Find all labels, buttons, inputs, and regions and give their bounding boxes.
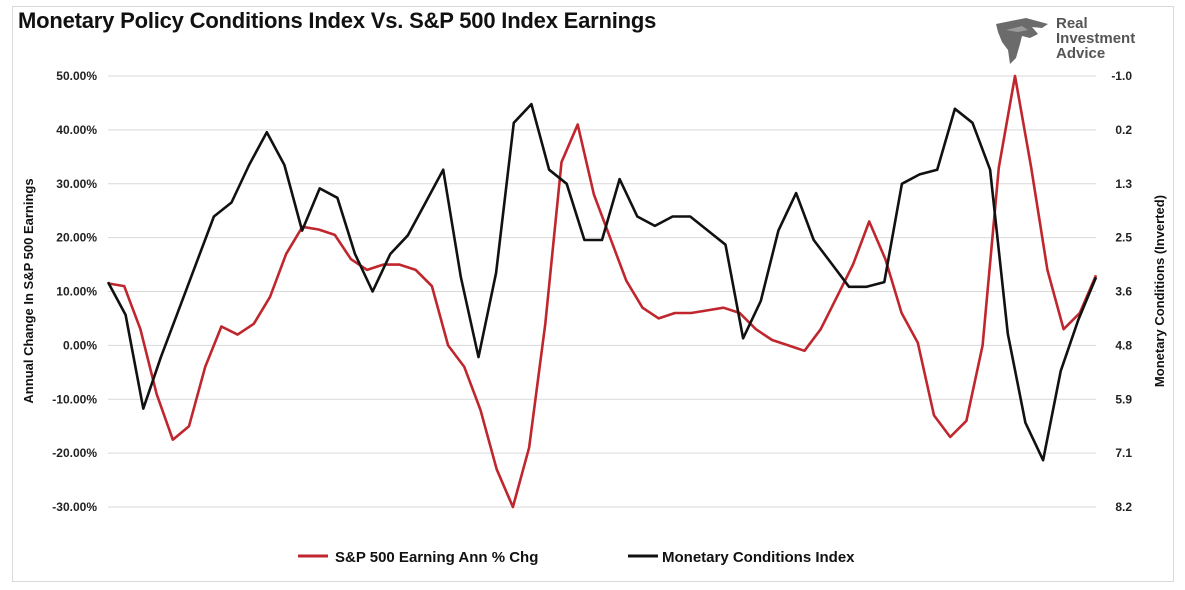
- monetary-conditions-series-line: [106, 102, 1098, 462]
- chart-title: Monetary Policy Conditions Index Vs. S&P…: [18, 8, 657, 33]
- legend: S&P 500 Earning Ann % Chg Monetary Condi…: [298, 549, 855, 566]
- logo-line-advice: Advice: [1056, 45, 1106, 62]
- left-tick-label: 10.00%: [56, 285, 97, 299]
- logo-line-investment: Investment: [1056, 30, 1136, 47]
- left-tick-label: 20.00%: [56, 231, 97, 245]
- legend-label-earnings: S&P 500 Earning Ann % Chg: [335, 549, 538, 566]
- right-tick-label: 5.9: [1115, 392, 1132, 406]
- left-tick-label: 30.00%: [56, 177, 97, 191]
- left-tick-label: 0.00%: [63, 338, 97, 352]
- left-axis-label: Annual Change In S&P 500 Earnings: [21, 178, 36, 403]
- eagle-logo-icon: [996, 18, 1048, 64]
- left-tick-label: -30.00%: [52, 500, 97, 514]
- left-tick-label: -20.00%: [52, 446, 97, 460]
- legend-label-monetary: Monetary Conditions Index: [662, 549, 855, 566]
- right-tick-label: 2.5: [1115, 231, 1132, 245]
- series-lines: [106, 74, 1098, 509]
- logo-line-real: Real: [1056, 15, 1088, 32]
- right-tick-label: 3.6: [1115, 285, 1132, 299]
- right-axis-ticks: -1.0 0.2 1.3 2.5 3.6 4.8 5.9 7.1 8.2: [1111, 69, 1132, 514]
- right-tick-label: 0.2: [1115, 123, 1132, 137]
- logo-text: Real Investment Advice: [1056, 16, 1135, 61]
- right-axis-label: Monetary Conditions (Inverted): [1152, 195, 1167, 387]
- right-tick-label: 4.8: [1115, 338, 1132, 352]
- left-tick-label: -10.00%: [52, 392, 97, 406]
- left-tick-label: 50.00%: [56, 69, 97, 83]
- chart-frame: [12, 6, 1174, 582]
- left-tick-label: 40.00%: [56, 123, 97, 137]
- gridlines: [108, 75, 1096, 508]
- right-tick-label: -1.0: [1111, 69, 1132, 83]
- left-axis-ticks: 50.00% 40.00% 30.00% 20.00% 10.00% 0.00% -10.0…: [52, 69, 97, 514]
- earnings-series-line: [107, 74, 1098, 509]
- right-tick-label: 8.2: [1115, 500, 1132, 514]
- right-tick-label: 1.3: [1115, 177, 1132, 191]
- brand-logo: Real Investment Advice: [992, 14, 1152, 66]
- right-tick-label: 7.1: [1115, 446, 1132, 460]
